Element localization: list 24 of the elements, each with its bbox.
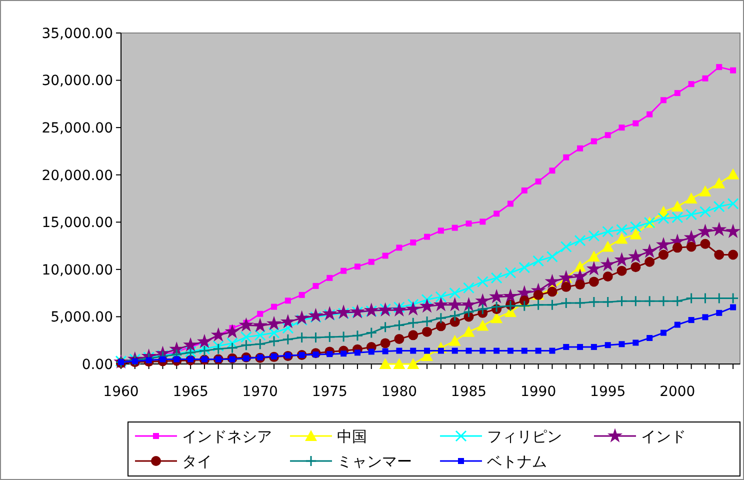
x-tick-label: 1990: [520, 384, 556, 400]
legend-label: フィリピン: [487, 427, 562, 446]
y-tick-label: 15,000.00: [42, 215, 113, 232]
y-tick-label: 30,000.00: [42, 73, 113, 90]
legend-label: インド: [641, 427, 686, 446]
y-tick-label: 0.00: [82, 356, 113, 373]
x-tick-label: 2000: [660, 384, 696, 400]
y-tick-label: 10,000.00: [42, 262, 113, 278]
x-tick-label: 1970: [242, 384, 278, 400]
x-tick-label: 1985: [450, 384, 487, 400]
legend-label: 中国: [337, 427, 367, 446]
legend-label: ベトナム: [487, 452, 547, 470]
legend-label: インドネシア: [182, 427, 272, 446]
y-tick-label: 20,000.00: [42, 168, 113, 184]
x-tick-label: 1995: [590, 384, 626, 400]
x-tick-label: 1975: [312, 384, 348, 400]
x-tick-label: 1960: [103, 384, 139, 400]
y-tick-label: 5,000.00: [50, 310, 113, 326]
legend-label: タイ: [182, 452, 212, 470]
legend-label: ミャンマー: [337, 452, 412, 470]
y-tick-label: 25,000.00: [42, 120, 113, 136]
y-tick-label: 35,000.00: [42, 26, 113, 42]
x-tick-label: 1980: [381, 384, 418, 400]
x-tick-label: 1965: [172, 384, 208, 400]
